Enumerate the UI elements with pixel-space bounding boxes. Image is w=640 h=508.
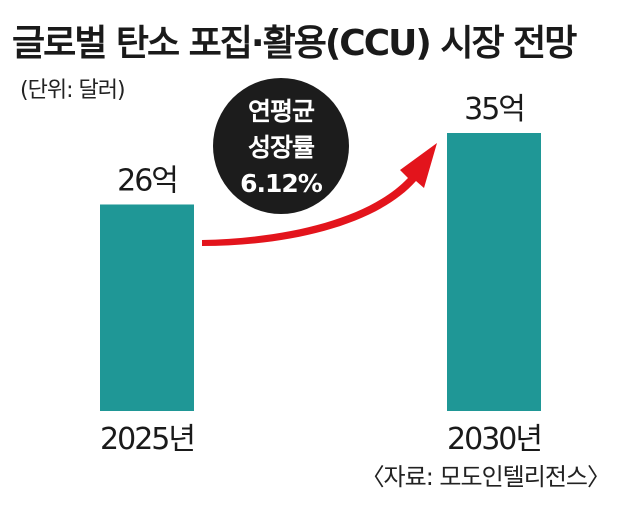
growth-arrow-icon [202,143,437,246]
value-label-2030년: 35억 [464,92,524,127]
bar-2025년 [100,204,194,411]
value-label-2025년: 26억 [117,163,177,198]
badge-line-2: 성장률 [248,133,315,162]
badge-line-1: 연평균 [248,97,315,126]
growth-badge: 연평균 성장률 6.12% [213,78,349,214]
badge-line-3: 6.12% [240,169,323,198]
chart-title: 글로벌 탄소 포집·활용(CCU) 시장 전망 [12,23,577,64]
bar-2030년 [447,133,541,411]
bars-group: 26억 2025년 35억 2030년 [100,92,543,457]
unit-label: (단위: 달러) [20,78,126,103]
category-label-2025년: 2025년 [100,422,194,457]
category-label-2030년: 2030년 [447,422,541,457]
source-note: 〈자료: 모도인텔리전스〉 [360,463,611,491]
